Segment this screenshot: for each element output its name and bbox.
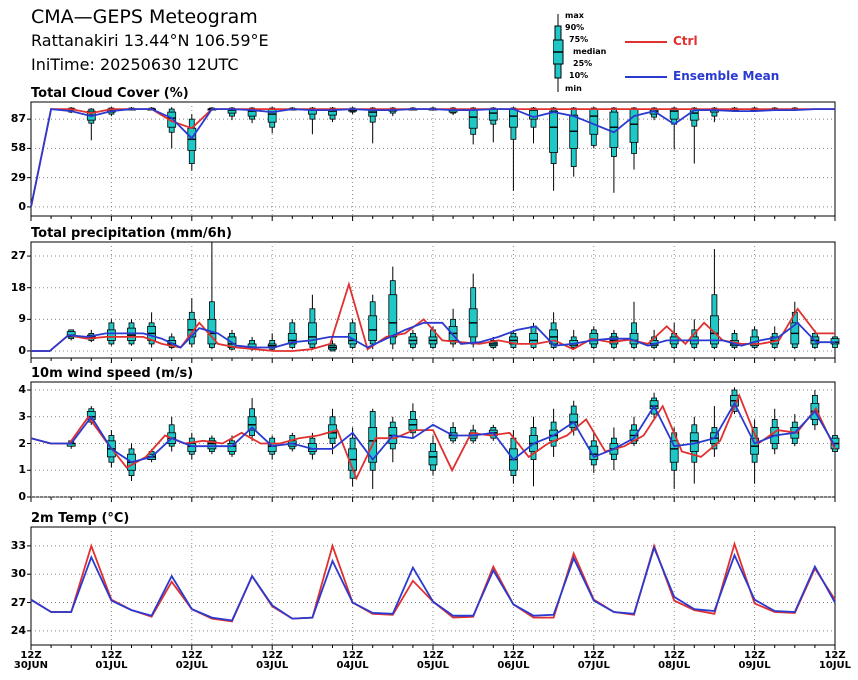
y-tick-label: 0 xyxy=(18,490,26,503)
x-tick-day: 30JUN xyxy=(13,660,49,671)
box-inner xyxy=(629,108,639,143)
x-tick-day: 09JUL xyxy=(738,660,771,671)
box-inner xyxy=(287,332,297,345)
x-tick-day: 02JUL xyxy=(175,660,208,671)
x-tick-hour: 12Z xyxy=(181,650,203,661)
x-tick-hour: 12Z xyxy=(20,650,42,661)
box-inner xyxy=(388,294,398,338)
legend-mean-line xyxy=(625,76,667,78)
panel-title-precip: Total precipitation (mm/6h) xyxy=(31,226,232,241)
x-tick-day: 05JUL xyxy=(416,660,450,671)
box-inner xyxy=(669,440,679,463)
x-tick-hour: 12Z xyxy=(663,650,685,661)
x-tick-label: 12Z 10JUL xyxy=(813,651,857,671)
legend-max: max xyxy=(565,11,584,20)
box-inner xyxy=(227,443,237,452)
box-inner xyxy=(549,110,558,153)
x-tick-label: 12Z 02JUL xyxy=(170,651,214,671)
box-inner xyxy=(307,322,317,345)
x-tick-label: 12Z 04JUL xyxy=(331,651,375,671)
location-label: Rattanakiri 13.44°N 106.59°E xyxy=(31,31,269,50)
box-inner xyxy=(529,332,538,345)
box-inner xyxy=(589,445,599,460)
x-tick-day: 04JUL xyxy=(336,660,369,671)
x-tick-hour: 12Z xyxy=(502,650,524,661)
x-tick-label: 12Z 07JUL xyxy=(572,651,616,671)
box-inner xyxy=(508,108,518,128)
ctrl-line xyxy=(30,393,836,481)
y-tick-label: 24 xyxy=(10,623,26,637)
x-tick-day: 08JUL xyxy=(658,660,691,671)
legend-90: 90% xyxy=(565,23,585,32)
box-inner xyxy=(247,416,257,431)
x-tick-day: 07JUL xyxy=(577,660,610,671)
x-tick-day: 10JUL xyxy=(818,660,852,671)
box-inner xyxy=(428,451,438,466)
ensemble-mean-line xyxy=(31,321,835,352)
x-tick-hour: 12Z xyxy=(422,650,444,661)
box-inner xyxy=(569,413,579,428)
y-tick-label: 58 xyxy=(10,141,26,155)
y-tick-label: 30 xyxy=(10,567,26,581)
x-tick-label: 12Z 06JUL xyxy=(491,651,535,671)
box-inner xyxy=(468,109,478,129)
x-tick-label: 12Z 05JUL xyxy=(411,651,455,671)
box-inner xyxy=(107,329,116,341)
x-tick-day: 06JUL xyxy=(497,660,530,671)
x-tick-day: 01JUL xyxy=(95,660,128,671)
ensemble-mean-line xyxy=(30,401,836,464)
legend-10: 10% xyxy=(569,71,589,80)
legend-ctrl-label: Ctrl xyxy=(673,34,698,48)
legend-median: median xyxy=(573,47,607,56)
legend-ctrl-line xyxy=(625,41,667,43)
y-tick-label: 27 xyxy=(10,249,26,263)
box-inner xyxy=(589,108,599,135)
ctrl-line xyxy=(31,281,835,352)
box-legend: max 90% 75% median 25% 10% min xyxy=(545,11,607,96)
box-inner xyxy=(488,108,498,121)
y-tick-label: 9 xyxy=(18,312,26,326)
x-tick-hour: 12Z xyxy=(824,650,846,661)
y-tick-label: 18 xyxy=(10,280,26,294)
x-tick-label: 12Z 01JUL xyxy=(89,651,133,671)
y-tick-label: 29 xyxy=(10,170,26,184)
x-tick-hour: 12Z xyxy=(342,650,364,661)
y-tick-label: 33 xyxy=(10,538,26,552)
x-tick-hour: 12Z xyxy=(261,650,283,661)
legend-25: 25% xyxy=(573,59,593,68)
box-inner xyxy=(207,440,217,450)
panel-title-wind: 10m wind speed (m/s) xyxy=(31,366,194,381)
y-tick-label: 2 xyxy=(18,436,26,450)
box-legend-glyph xyxy=(553,14,564,92)
legend-min: min xyxy=(565,84,582,93)
box-inner xyxy=(187,443,197,452)
x-tick-label: 12Z 09JUL xyxy=(733,651,777,671)
y-tick-label: 87 xyxy=(10,112,26,126)
panel-title-temp: 2m Temp (°C) xyxy=(31,511,130,526)
y-tick-label: 27 xyxy=(10,595,26,609)
x-tick-label: 12Z 30JUN xyxy=(9,651,53,671)
x-tick-hour: 12Z xyxy=(744,650,766,661)
box-inner xyxy=(66,331,76,338)
y-tick-label: 0 xyxy=(18,343,26,357)
x-tick-hour: 12Z xyxy=(583,650,605,661)
y-tick-label: 1 xyxy=(18,463,26,477)
y-tick-label: 4 xyxy=(18,383,26,397)
x-tick-label: 12Z 03JUL xyxy=(250,651,294,671)
ensemble-mean-line xyxy=(30,545,836,622)
y-tick-label: 3 xyxy=(18,409,26,423)
meteogram-title: CMA—GEPS Meteogram xyxy=(31,6,258,28)
ensemble-mean-line xyxy=(30,108,835,208)
x-tick-day: 03JUL xyxy=(256,660,289,671)
legend-mean-label: Ensemble Mean xyxy=(673,69,780,83)
panel-title-cloud: Total Cloud Cover (%) xyxy=(31,86,189,101)
box-inner xyxy=(368,315,378,341)
legend-75: 75% xyxy=(569,35,589,44)
x-tick-label: 12Z 08JUL xyxy=(652,651,696,671)
x-tick-hour: 12Z xyxy=(100,650,122,661)
init-time-label: IniTime: 20250630 12UTC xyxy=(31,55,239,74)
y-tick-label: 0 xyxy=(18,199,26,213)
